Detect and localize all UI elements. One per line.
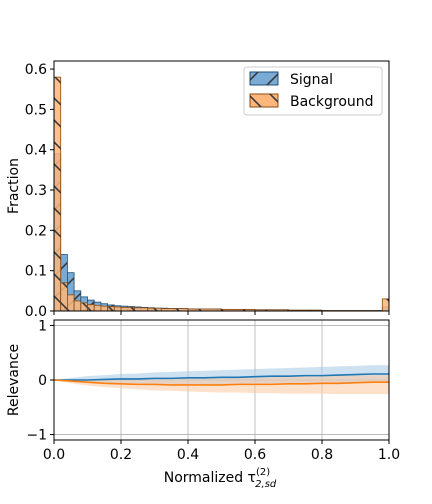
- background-bar-hatch-13: [161, 308, 188, 311]
- background-bar-hatch-15: [221, 309, 255, 311]
- histogram-y-tick-label-5: 0.5: [25, 102, 47, 118]
- histogram-y-tick-label-0: 0.0: [25, 304, 47, 320]
- histogram-y-tick-label-3: 0.3: [25, 183, 47, 199]
- background-bar-hatch-1: [60, 282, 68, 311]
- background-bar-hatch-16: [255, 309, 289, 311]
- relevance-series: [54, 365, 389, 395]
- signal-relevance-line: [54, 373, 389, 381]
- relevance-x-tick-label-2: 0.4: [177, 447, 199, 463]
- relevance-x-label: Normalized τ(2) 2,sd: [164, 467, 277, 490]
- x-label-subscript: 2,sd: [255, 479, 277, 490]
- histogram-y-tick-label-2: 0.2: [25, 223, 47, 239]
- relevance-x-tick-label-3: 0.6: [244, 447, 266, 463]
- relevance-x-tick-label-0: 0.0: [43, 447, 65, 463]
- relevance-x-ticks: 0.0 0.2 0.4 0.6 0.8 1.0: [43, 440, 400, 463]
- histogram-x-ticks: [53, 311, 390, 315]
- background-bar-hatch-14: [188, 308, 222, 311]
- histogram-y-tick-label-6: 0.6: [25, 62, 47, 78]
- background-bar-hatch-10: [121, 307, 135, 311]
- histogram-frame: [53, 60, 390, 312]
- background-bar-hatch-0: [54, 77, 61, 311]
- histogram-y-tick-label-4: 0.4: [25, 143, 47, 159]
- relevance-panel: −1 0 1 0.0 0.2 0.4 0.6 0.8 1.0 Relevance Normal…: [6, 318, 400, 490]
- background-bar-hatch-8: [107, 306, 115, 311]
- legend-background-hatch: [250, 94, 278, 107]
- legend-background-label: Background: [290, 94, 374, 110]
- background-bar-hatch-2: [67, 294, 75, 311]
- relevance-y-tick-label-1: 0: [38, 373, 47, 389]
- histogram-panel: 0.0 0.1 0.2 0.3 0.4 0.5 0.6 Fraction Signal Ba…: [6, 60, 390, 320]
- background-bar-hatch-4: [80, 302, 88, 311]
- background-bar-hatch-12: [147, 308, 162, 311]
- histogram-y-label: Fraction: [6, 158, 22, 214]
- signal-bar-hatch-2: [67, 272, 75, 311]
- relevance-y-tick-label-2: 1: [38, 318, 47, 334]
- relevance-y-ticks: −1 0 1: [26, 318, 54, 444]
- legend: Signal Background: [243, 66, 383, 116]
- background-bar-hatch-5: [87, 304, 95, 311]
- legend-signal-hatch: [250, 72, 278, 85]
- histogram-y-tick-label-1: 0.1: [25, 264, 47, 280]
- background-relevance-line: [54, 379, 389, 386]
- background-bar-hatch-11: [134, 307, 148, 311]
- relevance-x-tick-label-4: 0.8: [311, 447, 333, 463]
- x-label-main: Normalized τ: [164, 470, 256, 486]
- background-bar-hatch-7: [100, 306, 108, 311]
- relevance-x-tick-label-1: 0.2: [110, 447, 132, 463]
- relevance-y-tick-label-0: −1: [26, 428, 47, 444]
- background-bar-hatch-9: [114, 306, 121, 311]
- x-label-superscript: (2): [256, 467, 270, 478]
- relevance-x-tick-label-5: 1.0: [378, 447, 400, 463]
- histogram-y-ticks: 0.0 0.1 0.2 0.3 0.4 0.5 0.6: [25, 62, 54, 320]
- background-bar-hatch-6: [94, 305, 101, 311]
- legend-signal-label: Signal: [290, 72, 333, 88]
- background-bar-hatch-3: [74, 300, 81, 311]
- background-bar-hatch-19: [382, 298, 389, 311]
- relevance-y-label: Relevance: [6, 344, 22, 416]
